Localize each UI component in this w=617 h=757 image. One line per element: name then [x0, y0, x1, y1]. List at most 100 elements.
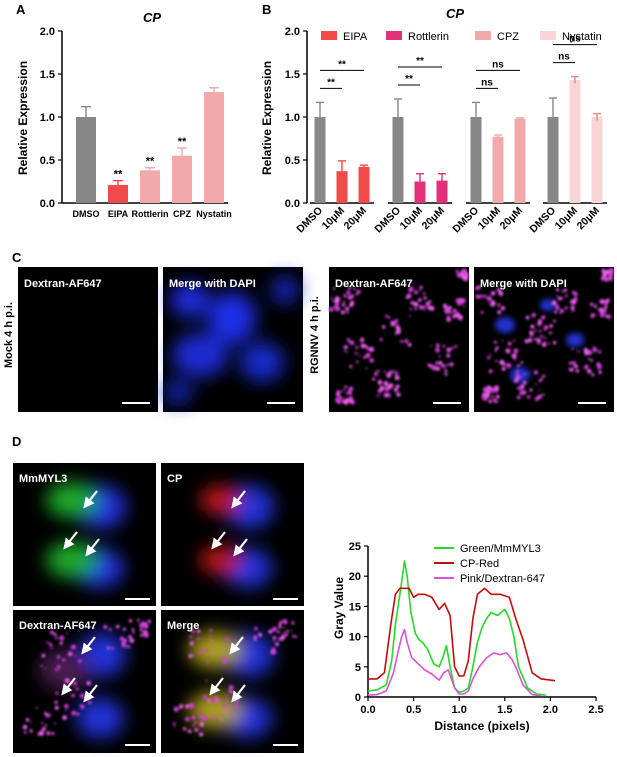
fluorescent-punctum — [253, 637, 257, 641]
fluorescent-punctum — [411, 302, 414, 305]
fluorescent-punctum — [346, 350, 348, 353]
arrow-icon — [229, 636, 244, 655]
fluorescent-punctum — [480, 310, 484, 314]
fluorescent-punctum — [64, 678, 70, 684]
fluorescent-punctum — [38, 730, 44, 736]
rgnnv-merge-puncta — [475, 267, 615, 404]
fluorescent-punctum — [386, 372, 392, 378]
fluorescent-punctum — [452, 311, 454, 314]
fluorescent-punctum — [44, 667, 46, 670]
fluorescent-punctum — [523, 373, 526, 376]
fluorescent-punctum — [40, 665, 43, 667]
fluorescent-punctum — [568, 368, 571, 370]
fluorescent-punctum — [514, 378, 519, 383]
fluorescent-punctum — [435, 361, 439, 365]
fluorescent-punctum — [511, 353, 517, 359]
panel-d-arrows — [61, 490, 248, 703]
fluorescent-punctum — [493, 398, 497, 402]
chart-d-y-tick-label: 25 — [349, 541, 361, 553]
fluorescent-punctum — [173, 725, 176, 728]
fluorescent-punctum — [75, 687, 79, 691]
chart-b-x-tick-label: 20μM — [498, 204, 526, 232]
chart-a-x-tick-label: DMSO — [73, 209, 100, 219]
fluorescent-punctum — [571, 299, 577, 305]
fluorescent-punctum — [423, 308, 426, 311]
arrow-icon — [85, 538, 100, 557]
row-label-rgnnv: RGNNV 4 h p.i. — [309, 296, 321, 374]
fluorescent-punctum — [128, 619, 133, 623]
fluorescent-punctum — [349, 386, 352, 389]
fluorescent-punctum — [191, 629, 195, 633]
fluorescent-punctum — [337, 394, 341, 398]
chart-b-bar — [470, 117, 482, 203]
fluorescent-punctum — [360, 340, 362, 343]
fluorescent-punctum — [139, 628, 143, 632]
fluorescent-punctum — [438, 355, 441, 358]
fluorescent-punctum — [347, 397, 350, 400]
fluorescent-punctum — [542, 336, 545, 339]
fluorescent-punctum — [335, 298, 340, 303]
fluorescent-punctum — [228, 685, 234, 690]
fluorescent-punctum — [185, 716, 190, 722]
fluorescent-punctum — [235, 704, 239, 708]
fluorescent-punctum — [129, 646, 132, 648]
fluorescent-punctum — [348, 388, 352, 393]
fluorescent-punctum — [189, 704, 194, 709]
fluorescent-punctum — [282, 631, 286, 635]
fluorescent-punctum — [53, 632, 57, 637]
fluorescent-punctum — [537, 338, 541, 343]
chart-a-significance: ** — [178, 136, 187, 148]
fluorescent-punctum — [191, 715, 196, 720]
fluorescent-punctum — [544, 337, 547, 339]
fluorescent-punctum — [343, 345, 348, 350]
fluorescent-punctum — [49, 630, 55, 635]
fluorescent-punctum — [68, 651, 71, 655]
fluorescent-punctum — [495, 346, 499, 350]
chart-a-x-tick-label: CPZ — [173, 209, 192, 219]
fluorescent-punctum — [491, 300, 496, 305]
fluorescent-punctum — [483, 386, 489, 392]
fluorescent-punctum — [346, 311, 349, 314]
fluorescent-punctum — [419, 285, 423, 290]
fluorescent-punctum — [281, 634, 286, 640]
fluorescent-punctum — [556, 304, 559, 308]
fluorescent-punctum — [538, 388, 541, 391]
fluorescent-punctum — [444, 372, 448, 376]
chart-a-y-tick-label: 0.0 — [40, 198, 55, 210]
fluorescent-punctum — [64, 704, 69, 709]
chart-b-significance: ** — [405, 74, 413, 85]
fluorescent-punctum — [465, 269, 468, 272]
fluorescent-punctum — [45, 724, 48, 727]
chart-b-legend-swatch — [386, 31, 402, 40]
fluorescent-punctum — [173, 706, 179, 712]
fluorescent-punctum — [205, 679, 208, 682]
panel-c-tile-labels: Dextran-AF647 Merge with DAPI Dextran-AF… — [24, 278, 567, 290]
fluorescent-punctum — [198, 711, 201, 715]
fluorescent-punctum — [530, 332, 534, 336]
fluorescent-punctum — [573, 292, 578, 297]
fluorescent-punctum — [41, 726, 46, 731]
fluorescent-punctum — [605, 303, 608, 306]
fluorescent-punctum — [435, 347, 440, 353]
chart-d-legend-label: CP-Red — [460, 558, 499, 570]
fluorescent-punctum — [538, 321, 543, 325]
fluorescent-punctum — [594, 304, 597, 307]
fluorescent-punctum — [598, 350, 602, 354]
fluorescent-punctum — [486, 295, 492, 301]
fluorescent-punctum — [423, 296, 427, 300]
arrow-icon — [233, 538, 248, 557]
fluorescent-punctum — [382, 325, 386, 329]
fluorescent-punctum — [254, 626, 258, 631]
fluorescent-punctum — [59, 635, 65, 641]
fluorescent-punctum — [379, 385, 385, 391]
fluorescent-punctum — [224, 709, 228, 713]
tile-1-cells — [46, 482, 126, 588]
fluorescent-punctum — [226, 698, 229, 701]
fluorescent-punctum — [383, 392, 389, 398]
fluorescent-punctum — [45, 713, 50, 718]
fluorescent-punctum — [41, 653, 46, 658]
arrow-icon — [211, 531, 226, 550]
fluorescent-punctum — [565, 294, 568, 298]
fluorescent-punctum — [577, 350, 580, 353]
fluorescent-punctum — [54, 700, 58, 704]
